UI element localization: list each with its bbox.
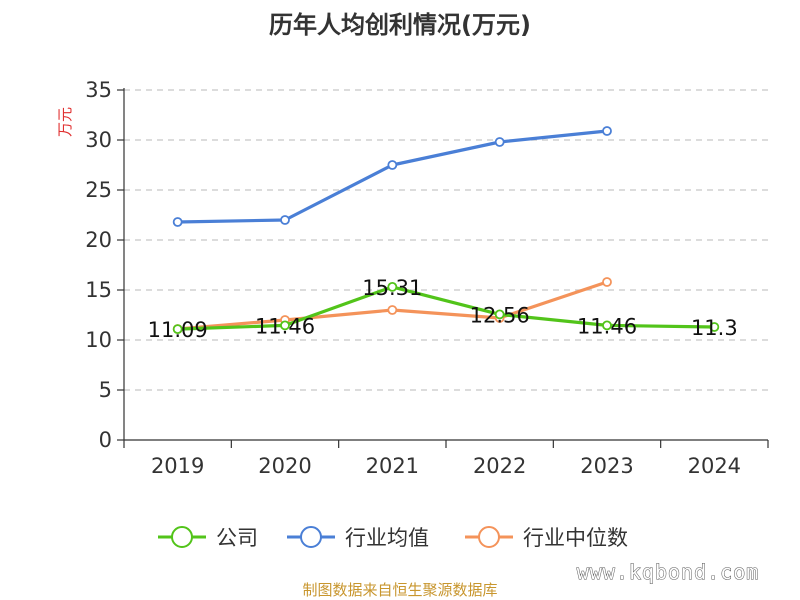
y-tick-label: 10 bbox=[85, 328, 112, 352]
legend-marker-icon bbox=[171, 526, 193, 548]
data-label-2020: 11.46 bbox=[255, 314, 315, 338]
series-0-point-2021[interactable] bbox=[387, 281, 398, 292]
y-tick-label: 25 bbox=[85, 178, 112, 202]
data-label-2021: 15.31 bbox=[362, 276, 422, 300]
series-1-point-2021[interactable] bbox=[387, 160, 398, 170]
watermark: www.kqbond.com bbox=[577, 560, 760, 584]
y-tick-label: 0 bbox=[99, 428, 112, 452]
series-0-point-2024[interactable] bbox=[709, 322, 720, 332]
series-1-point-2023[interactable] bbox=[602, 126, 612, 136]
series-0-point-2020[interactable] bbox=[280, 320, 290, 331]
series-2-point-2021[interactable] bbox=[387, 305, 398, 315]
legend-marker-icon bbox=[478, 526, 500, 548]
x-tick-label-2020: 2020 bbox=[258, 454, 311, 478]
x-tick-label-2022: 2022 bbox=[473, 454, 526, 478]
x-tick-label-2023: 2023 bbox=[580, 454, 633, 478]
x-tick-label-2024: 2024 bbox=[688, 454, 741, 478]
legend-item-1[interactable]: 行业均值 bbox=[287, 526, 429, 550]
y-tick-label: 5 bbox=[99, 378, 112, 402]
series-line-0 bbox=[176, 285, 716, 331]
legend-item-0[interactable]: 公司 bbox=[158, 526, 258, 550]
x-tick-label-2019: 2019 bbox=[151, 454, 204, 478]
series-1-point-2022[interactable] bbox=[494, 137, 505, 147]
series-0-point-2023[interactable] bbox=[602, 320, 612, 331]
data-label-2023: 11.46 bbox=[577, 314, 637, 338]
y-axis-label: 万元 bbox=[56, 107, 74, 137]
x-tick-label-2021: 2021 bbox=[366, 454, 419, 478]
series-0-point-2022[interactable] bbox=[494, 309, 505, 320]
y-tick-label: 20 bbox=[85, 228, 112, 252]
data-label-2022: 12.56 bbox=[470, 303, 530, 327]
legend-label: 行业均值 bbox=[345, 526, 429, 550]
series-line-1 bbox=[176, 129, 609, 224]
legend-label: 行业中位数 bbox=[523, 526, 628, 550]
series-1-point-2019[interactable] bbox=[172, 217, 183, 227]
data-label-2024: 11.3 bbox=[691, 316, 738, 340]
legend-item-2[interactable]: 行业中位数 bbox=[465, 526, 628, 550]
series-2-point-2023[interactable] bbox=[602, 277, 612, 287]
source-note: 制图数据来自恒生聚源数据库 bbox=[302, 581, 497, 599]
legend[interactable]: 公司 行业均值 行业中位数 bbox=[158, 526, 628, 550]
data-label-2019: 11.09 bbox=[148, 318, 208, 342]
legend-marker-icon bbox=[300, 526, 322, 548]
chart-title: 历年人均创利情况(万元) bbox=[269, 11, 531, 39]
legend-label: 公司 bbox=[216, 526, 258, 550]
series-lines bbox=[172, 126, 720, 335]
series-1-point-2020[interactable] bbox=[280, 215, 290, 225]
y-tick-label: 30 bbox=[85, 128, 112, 152]
series-0-point-2019[interactable] bbox=[172, 324, 183, 335]
grid-lines bbox=[124, 89, 768, 391]
y-tick-label: 35 bbox=[85, 78, 112, 102]
y-tick-label: 15 bbox=[85, 278, 112, 302]
axes: 0 5 10 15 20 25 30 35 2019 2020 2021 2022 2023 2024 bbox=[85, 78, 769, 478]
data-labels: 11.09 11.46 15.31 12.56 11.46 11.3 bbox=[148, 276, 738, 342]
